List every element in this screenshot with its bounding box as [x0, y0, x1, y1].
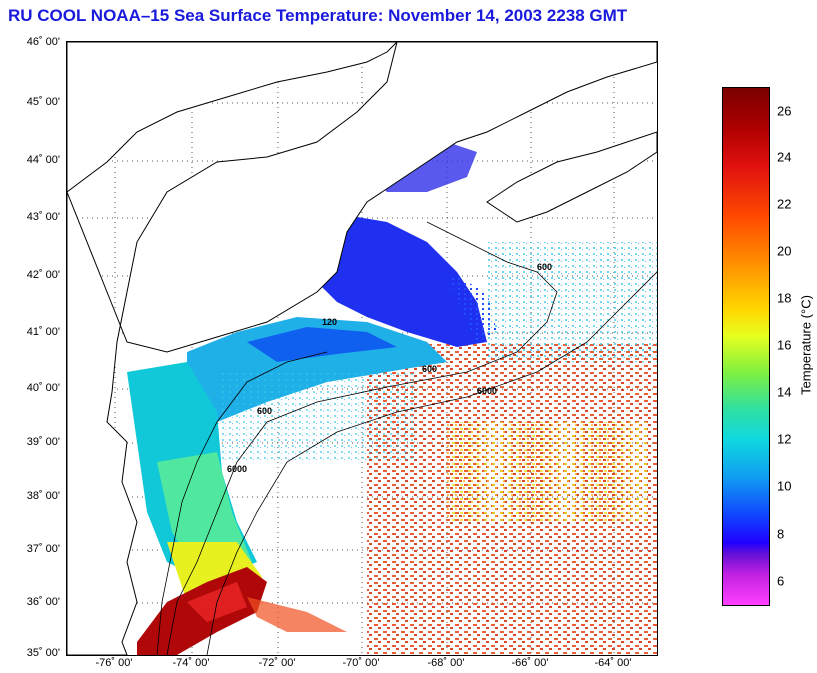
lon-label-72: -72˚ 00' [258, 657, 296, 669]
lon-label-66: -66˚ 00' [511, 657, 549, 669]
cb-tick-12: 12 [777, 431, 792, 447]
lat-label-35: 35˚ 00' [26, 647, 60, 659]
sst-map: 6000 600 600 600 6000 120 [66, 41, 658, 656]
cyan-speckles [487, 242, 657, 362]
lon-label-64: -64˚ 00' [594, 657, 632, 669]
georges-bank-speckle [447, 272, 497, 342]
isobath-label-6000b: 6000 [227, 464, 247, 474]
lat-label-36: 36˚ 00' [26, 596, 60, 608]
cb-tick-6: 6 [777, 573, 785, 589]
shelf-water-blue [247, 327, 397, 362]
isobath-label-600b: 600 [537, 262, 552, 272]
lat-label-43: 43˚ 00' [26, 211, 60, 223]
isobaths [156, 221, 657, 655]
gulf-stream-plume [247, 597, 347, 632]
lat-label-39: 39˚ 00' [26, 436, 60, 448]
cb-tick-18: 18 [777, 290, 792, 306]
lat-label-40: 40˚ 00' [26, 382, 60, 394]
gulf-of-maine-water [312, 212, 487, 347]
chart-title: RU COOL NOAA–15 Sea Surface Temperature:… [8, 6, 628, 25]
lat-label-38: 38˚ 00' [26, 490, 60, 502]
nova-scotia [486, 131, 657, 223]
isobath-label-6000: 6000 [477, 386, 497, 396]
temperature-colorbar [722, 87, 770, 606]
cb-tick-22: 22 [777, 196, 792, 212]
land-mainland [67, 42, 657, 655]
lon-label-74: -74˚ 00' [172, 657, 210, 669]
isobath-label-600a: 600 [422, 364, 437, 374]
cb-tick-20: 20 [777, 243, 792, 259]
lat-label-46: 46˚ 00' [26, 36, 60, 48]
lon-label-76: -76˚ 00' [95, 657, 133, 669]
isobath-label-120: 120 [322, 317, 337, 327]
cb-tick-8: 8 [777, 526, 785, 542]
lon-label-68: -68˚ 00' [427, 657, 465, 669]
lat-label-41: 41˚ 00' [26, 326, 60, 338]
isobath-label-600c: 600 [257, 406, 272, 416]
lat-label-42: 42˚ 00' [26, 269, 60, 281]
land-north [67, 42, 398, 193]
cb-tick-26: 26 [777, 103, 792, 119]
lon-label-70: -70˚ 00' [342, 657, 380, 669]
sst-map-svg: 6000 600 600 600 6000 120 [67, 42, 657, 655]
lat-label-45: 45˚ 00' [26, 96, 60, 108]
colorbar-label: Temperature (°C) [798, 295, 814, 395]
shelf-speckles [217, 372, 417, 462]
lat-label-44: 44˚ 00' [26, 154, 60, 166]
cb-tick-24: 24 [777, 149, 792, 165]
cb-tick-10: 10 [777, 478, 792, 494]
cb-tick-16: 16 [777, 337, 792, 353]
lat-label-37: 37˚ 00' [26, 543, 60, 555]
yellow-speckles [447, 422, 647, 522]
cb-tick-14: 14 [777, 384, 792, 400]
